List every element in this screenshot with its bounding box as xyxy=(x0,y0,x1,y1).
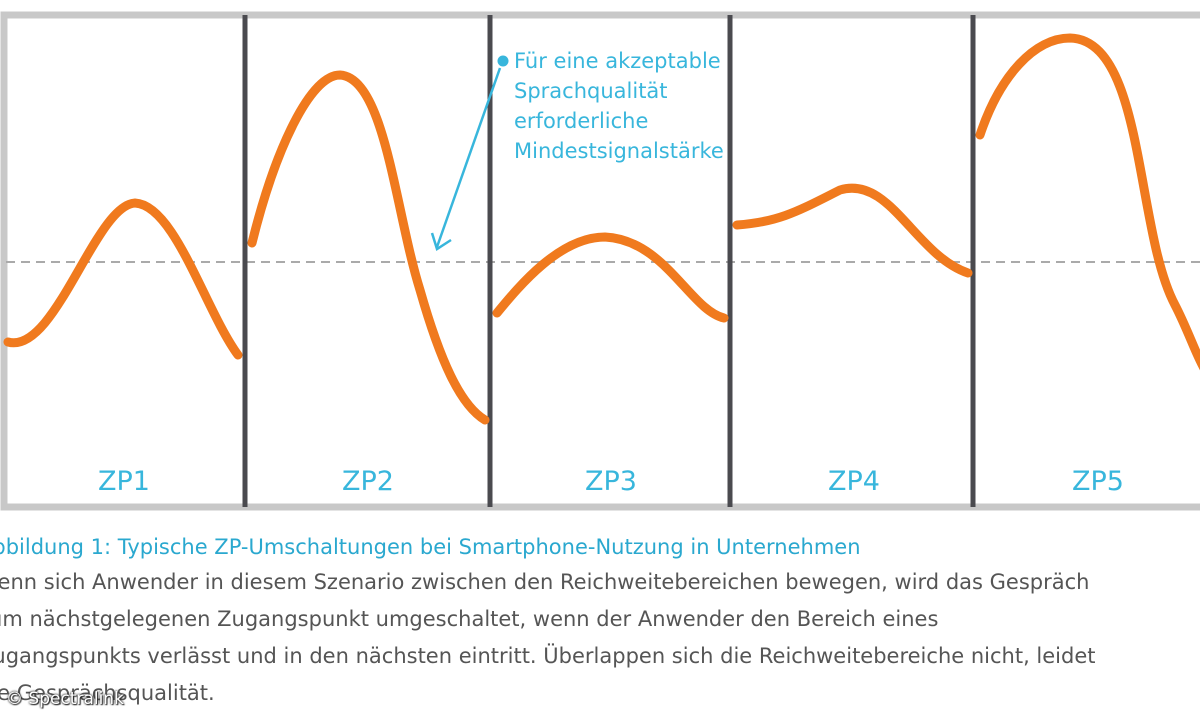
annotation-arrow xyxy=(430,55,509,251)
access-point-label-zp3: ZP3 xyxy=(585,466,637,497)
signal-curve-zp5 xyxy=(975,33,1200,371)
access-point-label-zp1: ZP1 xyxy=(98,466,150,497)
annotation-line: erforderliche xyxy=(514,109,648,133)
annotation-line: Sprachqualität xyxy=(514,79,668,103)
signal-curve-zp4 xyxy=(732,183,973,278)
annotation-arrow-shaft xyxy=(435,67,502,248)
annotation-line: Mindestsignalstärke xyxy=(514,139,724,163)
figure-caption-line: Zugangspunkts verlässt und in den nächst… xyxy=(0,644,1096,668)
access-point-label-zp2: ZP2 xyxy=(342,466,394,497)
figure-caption-title: Abbildung 1: Typische ZP-Umschaltungen b… xyxy=(0,535,861,559)
signal-curve-zp3 xyxy=(492,232,729,323)
figure-caption-line: Wenn sich Anwender in diesem Szenario zw… xyxy=(0,570,1090,594)
signal-curve-zp2 xyxy=(247,70,490,425)
figure-caption-line: zum nächstgelegenen Zugangspunkt umgesch… xyxy=(0,607,939,631)
access-point-label-zp4: ZP4 xyxy=(828,466,880,497)
copyright-watermark: © Spectralink xyxy=(6,689,124,709)
annotation-line: Für eine akzeptable xyxy=(514,49,721,73)
annotation-arrowhead xyxy=(430,232,452,251)
signal-diagram: Für eine akzeptable Sprachqualität erfor… xyxy=(0,11,1200,511)
access-point-label-zp5: ZP5 xyxy=(1072,466,1124,497)
signal-curve-zp1 xyxy=(3,198,243,360)
figure-caption-line: die Gesprächsqualität. xyxy=(0,681,215,705)
annotation-dot xyxy=(497,55,509,67)
